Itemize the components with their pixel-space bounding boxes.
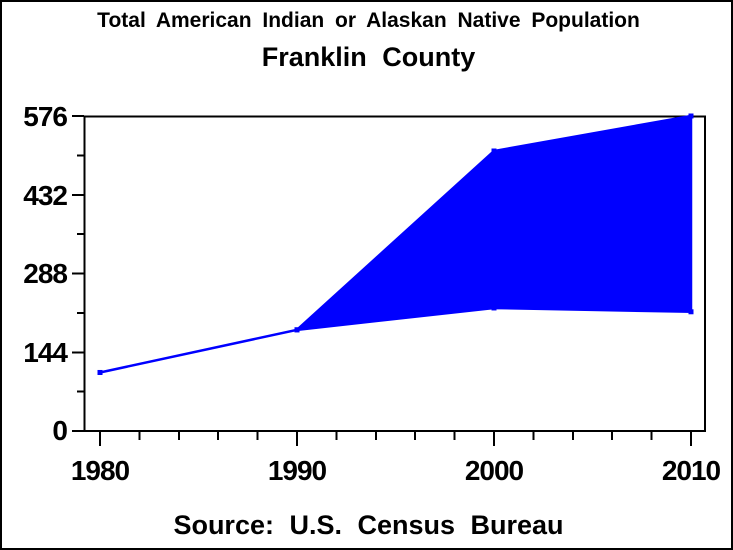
- y-tick-label-144: 144: [23, 337, 68, 368]
- x-tick-label-2000: 2000: [464, 455, 524, 486]
- y-axis-ticks: [72, 115, 84, 432]
- source-footnote: Source: U.S. Census Bureau: [173, 510, 564, 540]
- chart-subtitle: Franklin County: [261, 42, 476, 72]
- y-tick-label-288: 288: [23, 258, 68, 289]
- x-tick-label-1980: 1980: [70, 455, 130, 486]
- plot-frame: [83, 115, 706, 432]
- chart-title: Total American Indian or Alaskan Native …: [97, 9, 640, 32]
- y-tick-label-432: 432: [23, 180, 68, 211]
- data-point-markers: [97, 113, 694, 375]
- x-tick-label-1990: 1990: [267, 455, 327, 486]
- population-band: [99, 114, 693, 374]
- y-tick-label-0: 0: [52, 415, 68, 446]
- x-axis-ticks: [99, 432, 692, 446]
- x-tick-label-2010: 2010: [661, 455, 721, 486]
- y-tick-label-576: 576: [23, 101, 68, 132]
